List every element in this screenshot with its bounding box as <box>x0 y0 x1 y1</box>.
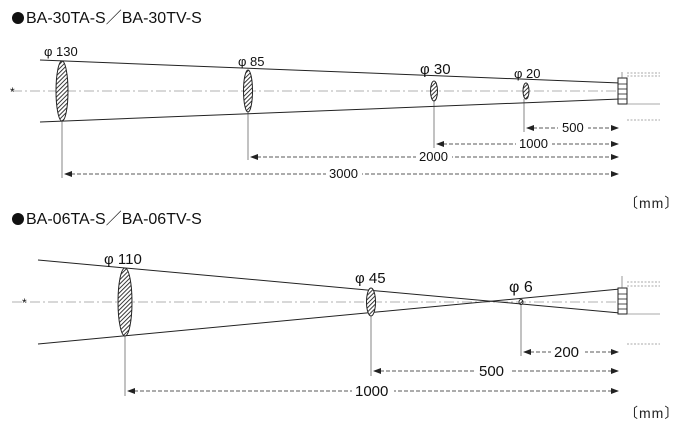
axis-mark: * <box>22 296 27 310</box>
spot-phi20 <box>523 83 529 99</box>
spot-phi130 <box>56 61 68 121</box>
spot-phi6 <box>519 300 523 305</box>
spot-phi30 <box>431 81 438 101</box>
dim-label-1000: 1000 <box>519 136 548 151</box>
spot-phi110 <box>118 268 132 336</box>
spot-phi45 <box>367 288 376 316</box>
spot-label-phi30: φ 30 <box>420 61 451 78</box>
spot-label-phi20: φ 20 <box>514 66 541 81</box>
diagram1-optics: * 500 <box>10 44 660 181</box>
spot-label-phi110: φ 110 <box>104 251 142 268</box>
dim-label-2000: 2000 <box>419 149 448 164</box>
dim-label-3000: 3000 <box>329 166 358 181</box>
axis-mark: * <box>10 85 15 99</box>
spot-label-phi130: φ 130 <box>44 44 78 59</box>
spot-label-phi85: φ 85 <box>238 54 265 69</box>
spot-phi85 <box>244 70 253 112</box>
dim-label-1000: 1000 <box>355 383 388 400</box>
dim-label-200: 200 <box>554 344 579 361</box>
sensor-head-2 <box>618 276 660 344</box>
cone-edge-bottom <box>40 99 620 122</box>
sensor-head-1 <box>618 72 660 120</box>
spot-label-phi45: φ 45 <box>355 270 386 287</box>
dim-label-500: 500 <box>562 120 584 135</box>
dim-label-500: 500 <box>479 363 504 380</box>
spot-label-phi6: φ 6 <box>509 279 533 296</box>
diagram2-optics: * 200 500 <box>12 251 660 400</box>
